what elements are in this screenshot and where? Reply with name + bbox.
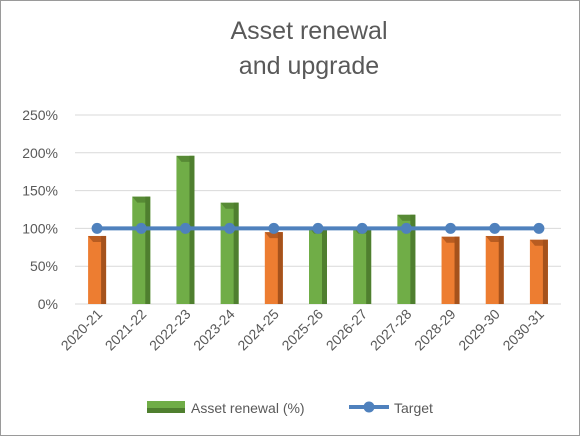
- chart-title-line-2: and upgrade: [239, 52, 379, 80]
- target-point: [312, 222, 324, 234]
- bar: [353, 227, 372, 304]
- target-point: [224, 222, 236, 234]
- y-tick-label: 250%: [22, 107, 58, 123]
- bar: [529, 239, 548, 304]
- legend-label-target: Target: [394, 400, 433, 416]
- bar: [485, 235, 504, 304]
- x-tick-label: 2021-22: [102, 306, 150, 354]
- bar: [264, 232, 283, 304]
- target-point: [356, 222, 368, 234]
- y-tick-label: 50%: [30, 258, 58, 274]
- x-tick-label: 2026-27: [323, 306, 371, 354]
- legend: Asset renewal (%) Target: [147, 400, 433, 416]
- x-tick-label: 2022-23: [146, 306, 194, 354]
- y-tick-label: 150%: [22, 183, 58, 199]
- x-tick-label: 2023-24: [190, 306, 238, 354]
- legend-label-asset-renewal: Asset renewal (%): [191, 400, 305, 416]
- x-tick-label: 2029-30: [455, 306, 503, 354]
- y-tick-label: 100%: [22, 220, 58, 236]
- bar: [132, 196, 151, 304]
- legend-marker-target: [363, 401, 375, 413]
- target-point: [445, 222, 457, 234]
- y-tick-label: 0%: [38, 296, 58, 312]
- chart-title-line-1: Asset renewal: [230, 17, 387, 45]
- target-point: [400, 222, 412, 234]
- x-tick-label: 2020-21: [58, 306, 106, 354]
- bar: [397, 214, 416, 304]
- bar: [309, 227, 327, 304]
- target-point: [179, 222, 191, 234]
- target-point: [135, 222, 147, 234]
- bar: [441, 236, 460, 304]
- x-tick-label: 2024-25: [234, 306, 282, 354]
- bar: [220, 202, 239, 304]
- x-tick-label: 2027-28: [367, 306, 415, 354]
- legend-swatch-asset-renewal-shade: [147, 408, 185, 413]
- y-tick-label: 200%: [22, 145, 58, 161]
- target-point: [91, 222, 103, 234]
- x-tick-label: 2028-29: [411, 306, 459, 354]
- x-axis-ticks: 2020-212021-222022-232023-242024-252025-…: [58, 306, 548, 354]
- x-tick-label: 2030-31: [499, 306, 547, 354]
- target-point: [489, 222, 501, 234]
- target-point: [268, 222, 280, 234]
- x-tick-label: 2025-26: [278, 306, 326, 354]
- bar: [88, 235, 107, 304]
- target-series: [91, 222, 545, 234]
- y-axis-ticks: 0% 50% 100% 150% 200% 250%: [22, 107, 58, 312]
- target-point: [533, 222, 545, 234]
